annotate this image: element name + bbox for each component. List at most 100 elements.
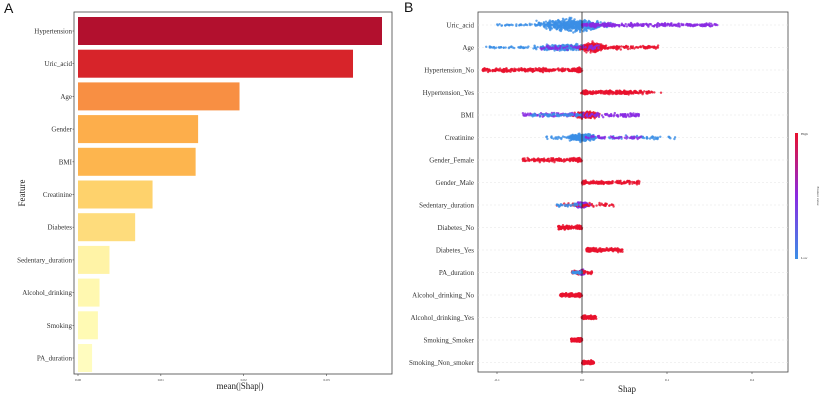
shap-dot [571,270,574,273]
shap-dot [624,181,627,184]
shap-dot [605,202,608,206]
shap-dot [575,68,579,72]
shap-dot [645,23,648,26]
shap-dot [626,114,630,117]
shap-dot [496,23,499,26]
shap-dot [615,24,618,27]
shap-dot [556,27,559,30]
shap-dot [611,203,615,207]
panel-a-x-ticks: 0.00 0.01 0.02 0.03 [75,374,330,382]
shap-dot [572,137,575,140]
shap-dot [543,26,546,29]
shap-dot [493,69,496,73]
shap-dot [620,135,623,139]
shap-dot [655,25,659,29]
shap-dot [526,156,529,160]
shap-dot [672,23,676,26]
shap-dot [601,248,604,252]
shap-dot [579,70,582,74]
shap-dot [540,113,544,116]
shap-dot [661,24,665,27]
shap-dot [547,157,550,160]
shap-dot [503,68,506,71]
shap-dot [688,23,691,26]
shap-dot [569,136,573,139]
shap-dot [653,91,656,94]
shap-dot [587,48,590,51]
shap-dot [562,44,566,48]
shap-dot [608,89,612,92]
shap-dot [626,45,629,49]
shap-dot [551,47,555,50]
shap-dot [589,248,592,251]
shap-dot [563,26,566,30]
shap-dot [708,24,712,28]
shap-dot [570,44,573,47]
feature-label-pa-duration: PA_duration [37,355,73,363]
shap-dot [600,47,604,51]
shap-dot [551,20,555,24]
shap-dot [561,292,564,295]
shap-dot [716,23,719,27]
panel-b-shap-beeswarm: Uric_acidAgeHypertension_NoHypertension_… [409,11,789,394]
shap-dot [637,46,640,49]
shap-dot [634,112,637,116]
shap-dot [555,24,558,27]
shap-dot [562,226,565,229]
shap-dot [623,136,627,139]
shap-dot [565,157,569,161]
shap-dot [534,46,537,50]
shap-dot [611,25,614,28]
shap-dot [544,23,548,26]
shap-dot [563,18,566,21]
shap-dot [651,45,654,48]
shap-dot [600,90,603,93]
shap-dot [592,23,595,26]
shap-dot [592,204,595,208]
shap-dot [611,248,615,252]
shap-dot [554,137,557,140]
shap-dot [568,226,572,230]
shap-dot [602,45,606,48]
shap-dot [612,47,615,50]
shap-dot [522,46,526,50]
shap-dot [644,47,647,50]
shap-dot [654,137,657,140]
shap-dot [594,50,597,54]
shap-dot [569,293,572,297]
shap-dot [529,114,533,117]
shap-dot [686,24,690,27]
feature-label-bmi: BMI [59,158,73,166]
shap-dot [652,25,656,28]
bar-bmi [78,147,196,176]
bar-pa-duration [78,344,93,372]
shap-dot [564,46,567,49]
x-tick-label: 0.00 [75,378,81,382]
shap-dot [630,135,633,139]
x-tick-label: 0.02 [241,378,247,382]
shap-dot [545,135,549,138]
shap-dot [631,113,634,117]
shap-dot [538,161,541,164]
shap-dot [591,112,594,116]
shap-dot [535,19,538,22]
shap-dot [498,67,502,70]
shap-dot [618,45,621,48]
shap-dot [568,160,572,163]
shap-dot [584,180,587,183]
shap-dot [588,91,591,95]
shap-dot [608,22,612,25]
shap-dot [625,91,628,94]
shap-dot [600,23,603,27]
shap-dot [542,22,545,25]
shap-dot [558,47,561,50]
shap-dot [619,48,622,51]
shap-dot [522,114,525,117]
shap-dot [620,45,623,48]
shap-dot [603,204,606,207]
shap-dot [595,44,599,47]
shap-dot [537,67,541,70]
shap-dot [680,23,684,27]
shap-dot [589,28,593,31]
shap-dot [552,112,556,115]
